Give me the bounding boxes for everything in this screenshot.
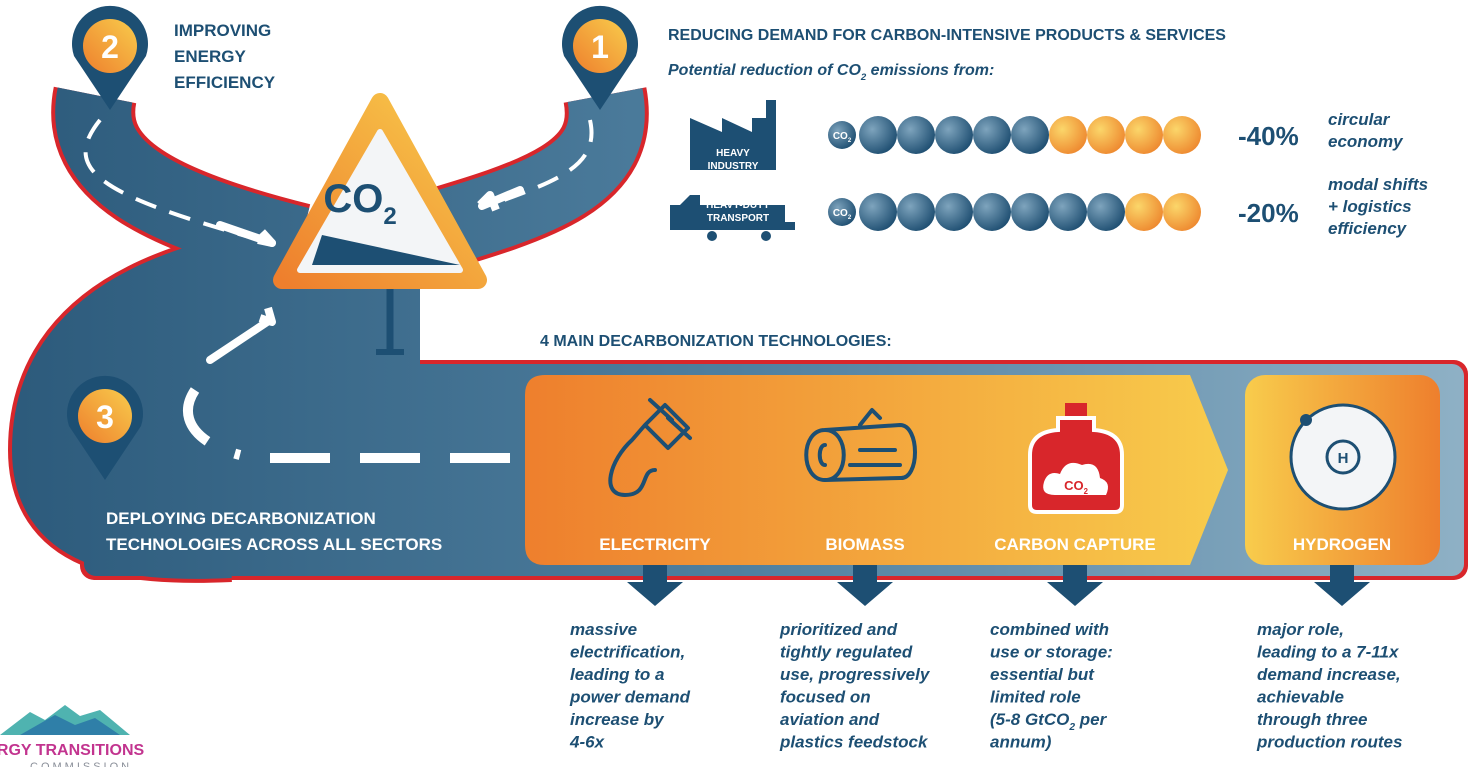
text-part: CO <box>1064 478 1084 493</box>
tech-description: leading to a 7-11x <box>1257 643 1400 662</box>
tech-description: demand increase, <box>1257 665 1401 684</box>
lever-label: modal shifts <box>1328 175 1428 194</box>
text-part: CO <box>323 177 383 221</box>
reduction-dot <box>1011 193 1049 231</box>
step-title: TECHNOLOGIES ACROSS ALL SECTORS <box>106 535 442 554</box>
logo-subtitle: COMMISSION <box>30 761 132 767</box>
reduction-dot <box>1125 116 1163 154</box>
text-part: Potential reduction of CO <box>668 62 861 79</box>
tech-name: BIOMASS <box>825 535 904 554</box>
tech-description: limited role <box>990 688 1081 707</box>
sector-label: HEAVY-DUTY <box>706 200 770 211</box>
reduction-dot <box>935 116 973 154</box>
step-title: REDUCING DEMAND FOR CARBON-INTENSIVE PRO… <box>668 27 1226 44</box>
text-part: (5-8 GtCO <box>990 710 1069 729</box>
sector-label: TRANSPORT <box>707 213 769 224</box>
tech-name: ELECTRICITY <box>599 535 711 554</box>
reduction-dot <box>1049 193 1087 231</box>
reduction-dot <box>1011 116 1049 154</box>
tech-description: annum) <box>990 733 1052 752</box>
sector-label: HEAVY <box>716 148 750 159</box>
reduction-dot <box>935 193 973 231</box>
factory-icon <box>690 100 776 170</box>
tech-description: power demand <box>569 688 691 707</box>
reduction-dot <box>859 193 897 231</box>
infographic: CO2213IMPROVINGENERGYEFFICIENCYREDUCING … <box>0 0 1473 767</box>
demand-subtitle: Potential reduction of CO2 emissions fro… <box>668 62 994 83</box>
reduction-dot <box>897 116 935 154</box>
tech-description: aviation and <box>780 710 880 729</box>
text-part: 2 <box>1084 487 1089 496</box>
logo-name: ENERGY TRANSITIONS <box>0 742 145 759</box>
wheel <box>707 231 717 241</box>
reduction-value: -40% <box>1238 121 1299 151</box>
text-part: per <box>1075 710 1108 729</box>
tech-description: achievable <box>1257 688 1344 707</box>
tech-description: tightly regulated <box>780 643 913 662</box>
lever-label: economy <box>1328 132 1404 151</box>
reduction-dot <box>973 116 1011 154</box>
electron <box>1300 414 1312 426</box>
step-title: ENERGY <box>174 47 246 66</box>
tech-heading: 4 MAIN DECARBONIZATION TECHNOLOGIES: <box>540 333 892 350</box>
text-part: CO <box>833 208 848 219</box>
reduction-dot <box>1049 116 1087 154</box>
step-number: 1 <box>591 29 609 65</box>
tech-description: production routes <box>1256 733 1402 752</box>
reduction-dot <box>973 193 1011 231</box>
reduction-dot <box>859 116 897 154</box>
reduction-dot <box>1087 193 1125 231</box>
step-title: DEPLOYING DECARBONIZATION <box>106 509 376 528</box>
text-part: emissions from: <box>866 62 994 79</box>
tech-description: essential but <box>990 665 1095 684</box>
tech-description: (5-8 GtCO2 per <box>990 710 1108 733</box>
text-part: CO <box>833 131 848 142</box>
hydrogen-label: H <box>1338 450 1349 467</box>
step-number: 2 <box>101 29 119 65</box>
tech-name: CARBON CAPTURE <box>994 535 1156 554</box>
tech-description: leading to a <box>570 665 664 684</box>
step-title: IMPROVING <box>174 21 271 40</box>
tech-description: use, progressively <box>780 665 931 684</box>
reduction-dot <box>1163 193 1201 231</box>
reduction-dot <box>1163 116 1201 154</box>
reduction-dot <box>1087 116 1125 154</box>
text-part: 2 <box>383 203 396 230</box>
tech-name: HYDROGEN <box>1293 535 1391 554</box>
lever-label: circular <box>1328 110 1391 129</box>
step-number: 3 <box>96 399 114 435</box>
tech-description: massive <box>570 620 637 639</box>
step-title: EFFICIENCY <box>174 73 276 92</box>
tech-description: 4-6x <box>569 733 606 752</box>
lever-label: efficiency <box>1328 219 1408 238</box>
tech-description: major role, <box>1257 620 1344 639</box>
reduction-dot <box>897 193 935 231</box>
bottle-cap <box>1065 403 1087 417</box>
tech-description: plastics feedstock <box>779 733 929 752</box>
tech-description: prioritized and <box>779 620 898 639</box>
reduction-dot <box>1125 193 1163 231</box>
reduction-value: -20% <box>1238 198 1299 228</box>
wheel <box>761 231 771 241</box>
tech-description: focused on <box>780 688 871 707</box>
tech-description: increase by <box>570 710 665 729</box>
tech-description: combined with <box>990 620 1109 639</box>
tech-description: use or storage: <box>990 643 1113 662</box>
lever-label: + logistics <box>1328 197 1412 216</box>
tech-description: electrification, <box>570 643 685 662</box>
sector-label: INDUSTRY <box>708 161 759 172</box>
tech-description: through three <box>1257 710 1368 729</box>
